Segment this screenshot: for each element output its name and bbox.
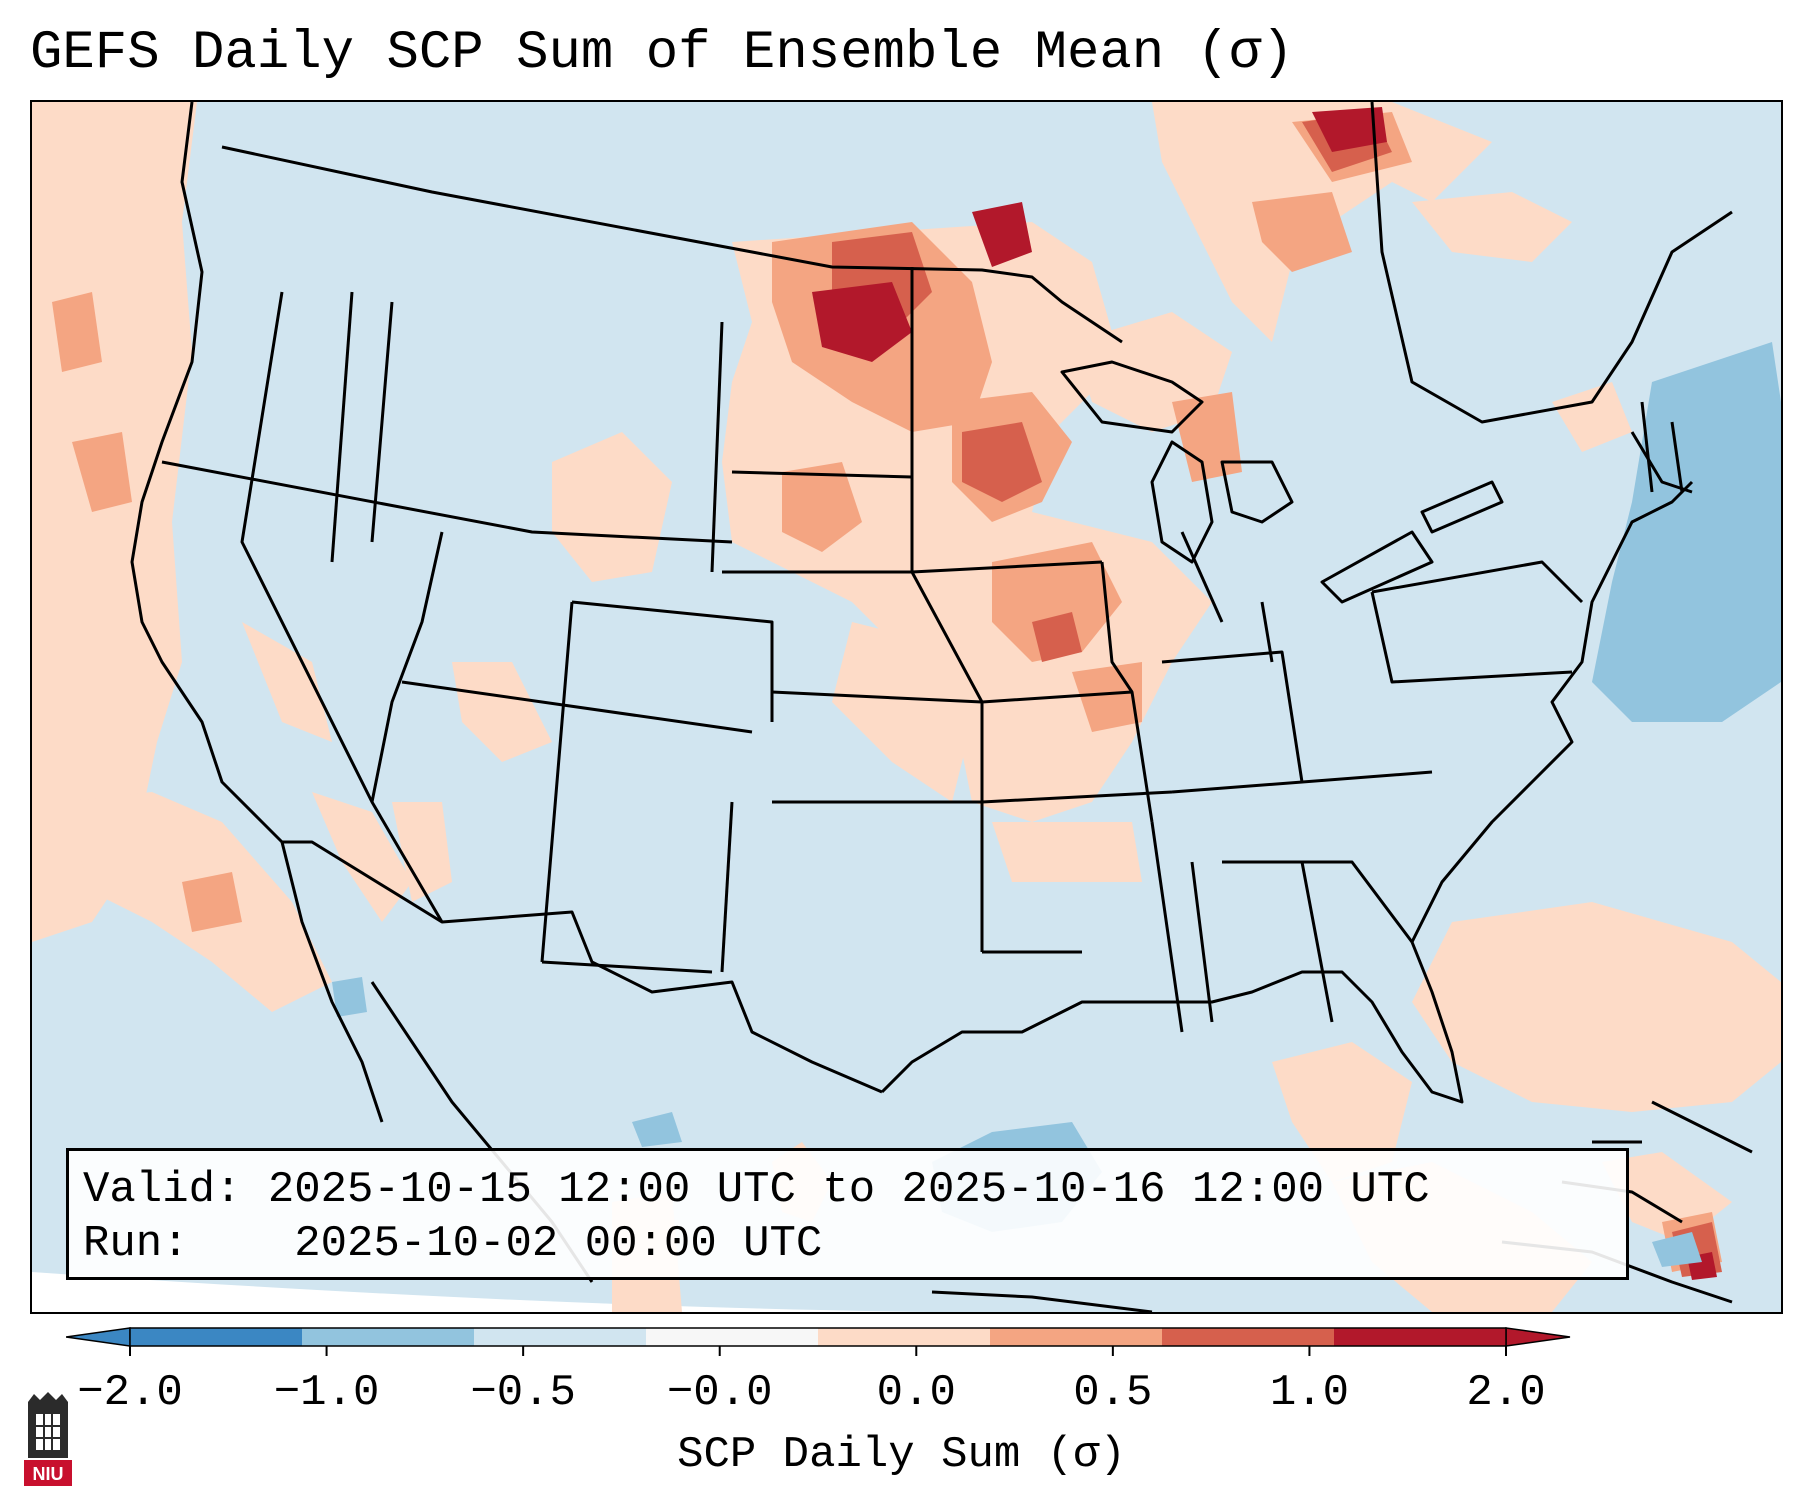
colorbar-segment <box>1334 1328 1506 1346</box>
colorbar-segment <box>302 1328 474 1346</box>
colorbar-tick-label: 2.0 <box>1466 1368 1545 1418</box>
colorbar-tick-label: −1.0 <box>274 1368 380 1418</box>
colorbar-label: SCP Daily Sum (σ) <box>677 1430 1126 1480</box>
scp-map <box>32 102 1781 1312</box>
colorbar-tick-label: −0.5 <box>470 1368 576 1418</box>
run-label: Run: <box>83 1219 189 1269</box>
projection-edge <box>32 1272 932 1312</box>
map-title: GEFS Daily SCP Sum of Ensemble Mean (σ) <box>30 23 1294 84</box>
valid-label: Valid: <box>83 1165 242 1215</box>
colorbar-tick-label: −2.0 <box>77 1368 183 1418</box>
valid-run-box: Valid: 2025-10-15 12:00 UTC to 2025-10-1… <box>66 1148 1629 1280</box>
colorbar-segment <box>990 1328 1162 1346</box>
niu-logo-icon: NIU <box>24 1392 72 1486</box>
extreme-positive-areas <box>812 107 1717 1280</box>
colorbar-segment <box>1162 1328 1334 1346</box>
colorbar-extend-high <box>1505 1327 1571 1347</box>
colorbar-segment <box>646 1328 818 1346</box>
colorbar-tick-label: −0.0 <box>667 1368 773 1418</box>
map-panel <box>30 100 1783 1314</box>
colorbar-segments <box>66 1327 1571 1347</box>
colorbar: −2.0 −1.0 −0.5 −0.0 0.0 0.5 1.0 2.0 <box>66 1327 1571 1418</box>
colorbar-segment <box>818 1328 990 1346</box>
colorbar-segment <box>130 1328 302 1346</box>
colorbar-tick-label: 0.0 <box>877 1368 956 1418</box>
boundary-lines <box>130 102 1753 1312</box>
logo-text: NIU <box>33 1464 64 1484</box>
colorbar-tick-label: 1.0 <box>1270 1368 1349 1418</box>
colorbar-tick-label: 0.5 <box>1073 1368 1152 1418</box>
colorbar-segment <box>474 1328 646 1346</box>
run-value: 2025-10-02 00:00 UTC <box>294 1219 823 1269</box>
colorbar-ticks: −2.0 −1.0 −0.5 −0.0 0.0 0.5 1.0 2.0 <box>77 1346 1546 1418</box>
colorbar-extend-low <box>66 1327 131 1347</box>
valid-value: 2025-10-15 12:00 UTC to 2025-10-16 12:00… <box>267 1165 1430 1215</box>
colorbar-outline <box>129 1327 1507 1347</box>
